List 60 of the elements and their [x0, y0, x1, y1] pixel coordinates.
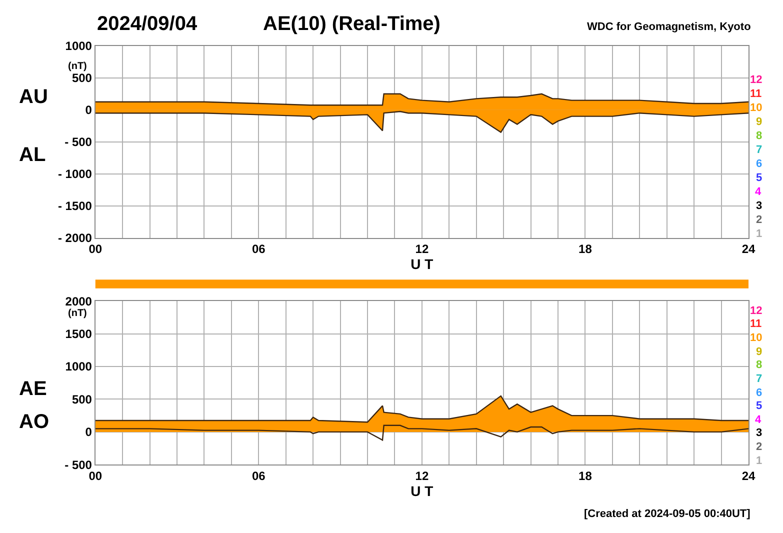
- y-tick-label: - 1000: [58, 167, 92, 182]
- text: AU: [19, 86, 48, 108]
- y-tick-label: 500: [72, 392, 92, 406]
- text: 1: [756, 455, 762, 467]
- y-tick-label: 1000: [65, 39, 92, 54]
- text: 8: [756, 130, 762, 142]
- text: 11: [750, 318, 762, 330]
- text: 2: [756, 441, 762, 453]
- y-tick-label: - 1500: [58, 199, 92, 213]
- text: 7: [756, 144, 762, 156]
- x-tick-label: 18: [578, 242, 592, 256]
- text: 12: [750, 74, 762, 86]
- text: 4: [755, 414, 762, 426]
- y-tick-label: 1000: [65, 360, 92, 374]
- text: 4: [755, 186, 762, 198]
- x-tick-label: 06: [252, 242, 266, 256]
- chart-title: 2024/09/04: [97, 13, 198, 35]
- text: 9: [756, 116, 762, 128]
- y-tick-label: 1500: [65, 326, 92, 341]
- text: 3: [756, 200, 762, 212]
- x-tick-label: 00: [88, 469, 102, 484]
- line-series: [95, 424, 748, 441]
- y-axis-title: (nT): [68, 61, 87, 72]
- text: 10: [750, 102, 762, 114]
- y-axis-title: (nT): [68, 308, 87, 319]
- y-tick-label: 0: [85, 103, 92, 118]
- text: 3: [756, 427, 762, 439]
- text: 9: [756, 346, 762, 358]
- text: AE: [19, 378, 47, 400]
- text: 6: [756, 158, 762, 170]
- text: 8: [756, 359, 762, 371]
- y-tick-label: 500: [72, 71, 92, 86]
- x-axis-title: U T: [410, 256, 434, 272]
- x-tick-label: 06: [252, 469, 266, 484]
- text: 11: [750, 88, 762, 100]
- chart-subtitle: AE(10) (Real-Time): [263, 13, 440, 35]
- y-tick-label: 0: [85, 425, 92, 440]
- y-tick-label: - 500: [64, 458, 92, 472]
- x-axis-title: U T: [410, 483, 434, 500]
- text: AO: [19, 411, 49, 433]
- text: 1: [756, 228, 762, 240]
- y-tick-label: - 2000: [58, 230, 92, 245]
- x-tick-label: 18: [578, 469, 592, 484]
- text: AL: [19, 144, 46, 166]
- y-tick-label: 2000: [65, 294, 92, 308]
- x-tick-label: 12: [415, 469, 429, 484]
- text: 5: [756, 172, 762, 184]
- text: 6: [756, 387, 762, 399]
- text: 10: [750, 332, 762, 344]
- text: 7: [756, 373, 762, 385]
- text: 5: [756, 400, 762, 412]
- text: [Created at 2024-09-05 00:40UT]: [584, 508, 751, 520]
- text: 12: [750, 305, 762, 317]
- x-tick-label: 24: [742, 469, 756, 484]
- text: WDC for Geomagnetism, Kyoto: [587, 21, 752, 33]
- x-tick-label: 00: [88, 242, 102, 256]
- x-tick-label: 12: [415, 242, 429, 256]
- x-tick-label: 24: [742, 242, 756, 256]
- text: 2: [756, 214, 762, 226]
- y-tick-label: - 500: [64, 135, 92, 150]
